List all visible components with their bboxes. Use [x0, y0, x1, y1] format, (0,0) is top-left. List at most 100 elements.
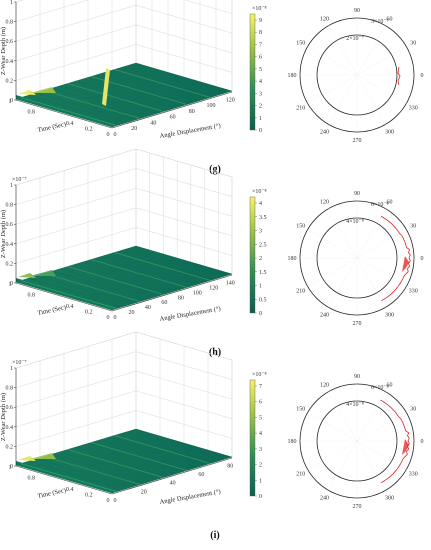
- polar-spoke: [356, 412, 407, 442]
- polar-angle-label: 30: [410, 41, 416, 47]
- angle-tick-label: 80: [178, 295, 184, 301]
- time-tick-label: 0.2: [85, 309, 93, 315]
- polar-angle-label: 210: [296, 106, 305, 112]
- panel-label: (h): [209, 347, 221, 358]
- angle-tick-label: 120: [209, 285, 218, 291]
- polar-angle-label: 270: [353, 321, 362, 327]
- surface-streak: [98, 439, 195, 469]
- surface-streak: [44, 90, 141, 119]
- polar-spoke: [356, 25, 386, 76]
- z-axis-label: Z-Wear Depth (m): [0, 210, 7, 258]
- polar-angle-label: 150: [296, 41, 305, 47]
- colorbar-tick-label: 2: [259, 104, 262, 110]
- polar-spoke: [356, 74, 407, 104]
- polar-spoke: [328, 25, 358, 76]
- surface-streak: [51, 453, 149, 483]
- angle-tick-label: 120: [226, 97, 235, 103]
- polar-ring-label: 4×10⁻⁸: [346, 219, 364, 225]
- surface-streak: [67, 449, 164, 478]
- polar-angle-label: 150: [296, 407, 305, 413]
- colorbar-tick-label: 6: [259, 400, 262, 406]
- z-tick-label: 1: [10, 366, 13, 372]
- polar-angle-label: 30: [410, 224, 416, 230]
- surface-peak: [30, 453, 56, 459]
- polar-angle-label: 0: [421, 256, 424, 262]
- angle-axis-line: [111, 91, 233, 129]
- colorbar-tick-label: 0: [259, 128, 262, 134]
- panel-label: (i): [210, 530, 219, 541]
- polar-plot-1: [299, 200, 415, 316]
- z-tick-label: 0.6: [6, 39, 14, 45]
- colorbar-tick-label: 1: [259, 116, 262, 122]
- surface-streak: [67, 266, 164, 295]
- colorbar-tick-label: 1.5: [259, 270, 267, 276]
- surface-plot-1: [14, 148, 257, 314]
- surface-streak: [20, 97, 117, 126]
- surface-streak: [67, 83, 164, 112]
- angle-axis-label: Angle Displacement (°): [159, 122, 221, 140]
- colorbar-tick-label: 0.5: [259, 297, 267, 303]
- z-tick-label: 0.6: [6, 405, 14, 411]
- surface-streak: [28, 94, 125, 124]
- polar-angle-label: 210: [296, 289, 305, 295]
- z-tick-label: 0.4: [6, 425, 14, 431]
- angle-tick-label: 0: [114, 132, 117, 138]
- polar-angle-label: 330: [409, 289, 418, 295]
- surface-streak: [98, 73, 195, 103]
- gridline: [135, 207, 233, 237]
- surface-ridge: [102, 68, 110, 106]
- time-tick-label: 0.4: [66, 487, 74, 493]
- surface-streak: [44, 456, 141, 485]
- surface-streak: [90, 442, 188, 471]
- colorbar-tick-label: 3: [259, 229, 262, 235]
- colorbar-tick-label: 5: [259, 67, 262, 73]
- time-tick-label: 0: [107, 315, 110, 321]
- polar-spoke: [307, 46, 358, 76]
- gridline: [15, 331, 137, 369]
- surface-streak: [51, 270, 149, 300]
- time-axis-label: Time (Sec): [37, 304, 67, 317]
- polar-ring-label: 3×10⁻⁷: [371, 19, 389, 25]
- time-tick-label: 0.8: [27, 293, 35, 299]
- colorbar-tick-label: 3: [259, 447, 262, 453]
- surface-streak: [75, 263, 172, 293]
- polar-spoke: [307, 440, 358, 470]
- polar-spoke: [356, 257, 386, 308]
- colorbar: [249, 196, 256, 314]
- surface-streak: [59, 451, 156, 481]
- time-axis-label: Time (Sec): [37, 487, 67, 500]
- surface-streak: [36, 458, 133, 488]
- polar-plot-2: [299, 383, 415, 499]
- angle-tick-label: 60: [198, 472, 204, 478]
- surface-plot-0: [14, 0, 257, 131]
- polar-wear-trace: [397, 66, 401, 86]
- gridline: [15, 227, 137, 264]
- surface-streak: [122, 66, 219, 96]
- polar-angle-label: 60: [387, 383, 393, 389]
- angle-axis-label: Angle Displacement (°): [159, 488, 221, 506]
- z-axis-label: Z-Wear Depth (m): [0, 393, 7, 441]
- angle-tick-label: 20: [128, 310, 134, 316]
- polar-angle-label: 120: [320, 383, 329, 389]
- angle-tick-label: 60: [170, 115, 176, 121]
- surface-streak: [51, 87, 149, 117]
- polar-spoke: [328, 257, 358, 308]
- polar-wear-cluster: [402, 439, 409, 455]
- surface-streak: [28, 460, 125, 490]
- surface-streak: [36, 92, 133, 122]
- polar-plot-0: [299, 17, 415, 133]
- time-tick-label: 0.2: [85, 492, 93, 498]
- gridline: [15, 0, 24, 3]
- time-axis-line: [15, 282, 113, 312]
- surface-streak: [20, 280, 117, 309]
- surface-peak: [18, 456, 36, 461]
- polar-angle-label: 240: [320, 129, 329, 135]
- time-tick-label: 0.4: [66, 304, 74, 310]
- polar-spoke: [328, 440, 358, 491]
- colorbar-tick-label: 8: [259, 30, 262, 36]
- surface-streak: [106, 254, 203, 284]
- surface-streak: [59, 268, 156, 298]
- z-exponent-label: ×10⁻⁷: [12, 360, 27, 366]
- surface-peak: [30, 87, 56, 93]
